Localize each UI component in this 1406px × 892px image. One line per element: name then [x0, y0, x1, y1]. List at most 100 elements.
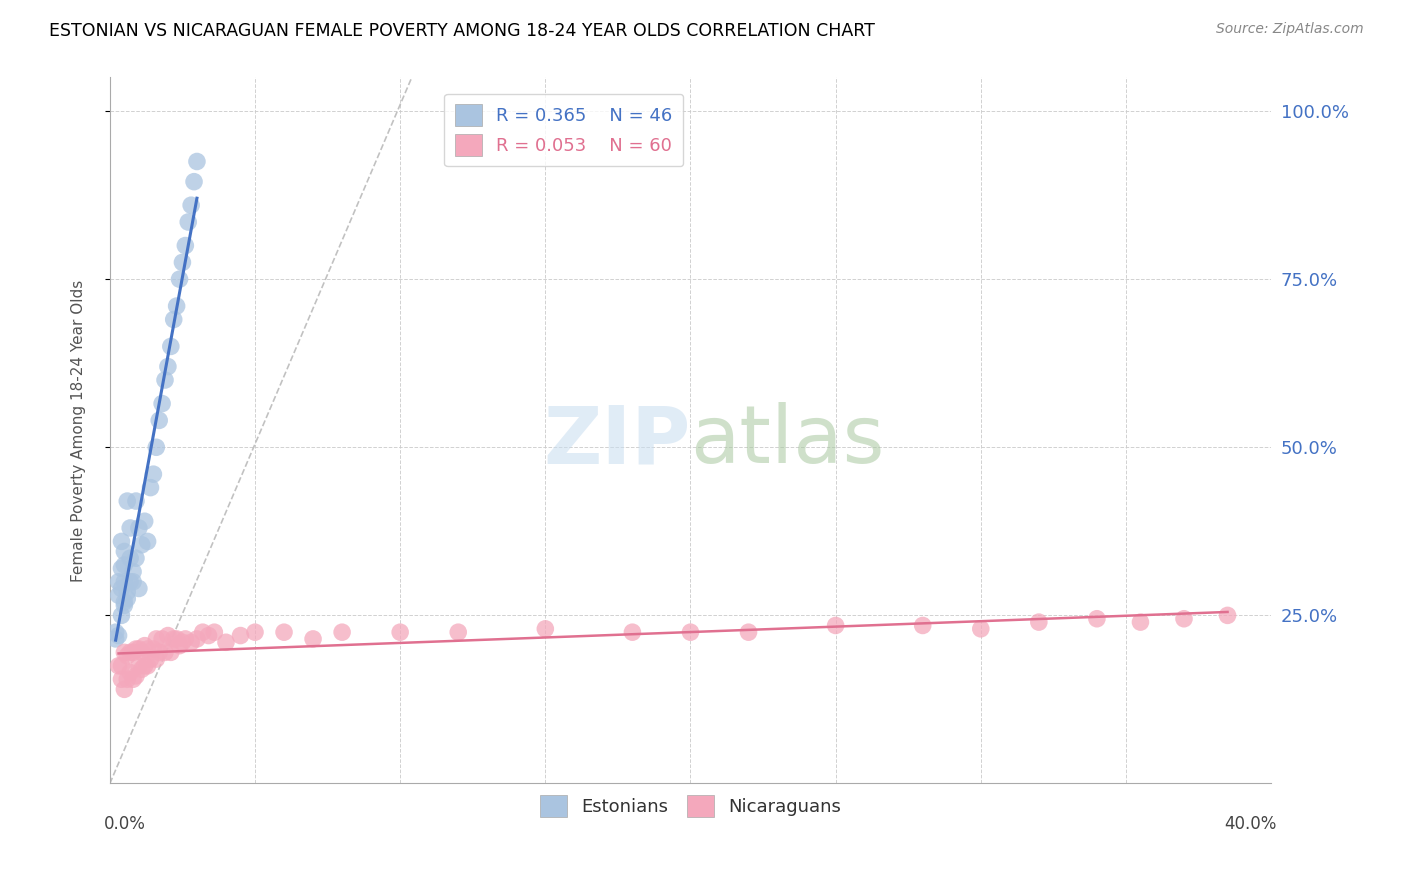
Point — [112, 599, 135, 613]
Point — [107, 629, 129, 643]
Point — [134, 514, 156, 528]
Point — [159, 339, 181, 353]
Point — [112, 595, 135, 609]
Point — [110, 658, 132, 673]
Text: ZIP: ZIP — [543, 402, 690, 480]
Point — [120, 574, 142, 589]
Point — [128, 521, 150, 535]
Point — [142, 467, 165, 482]
Point — [824, 618, 846, 632]
Point — [128, 642, 150, 657]
Point — [183, 175, 205, 189]
Y-axis label: Female Poverty Among 18-24 Year Olds: Female Poverty Among 18-24 Year Olds — [72, 279, 86, 582]
Point — [122, 645, 145, 659]
Point — [120, 645, 142, 659]
Point — [911, 618, 934, 632]
Point — [117, 591, 139, 606]
Point — [180, 198, 202, 212]
Point — [273, 625, 295, 640]
Point — [1129, 615, 1152, 629]
Point — [110, 582, 132, 596]
Point — [120, 521, 142, 535]
Point — [534, 622, 557, 636]
Point — [243, 625, 266, 640]
Point — [153, 645, 176, 659]
Point — [112, 558, 135, 572]
Point — [447, 625, 470, 640]
Point — [125, 494, 148, 508]
Point — [112, 645, 135, 659]
Point — [110, 561, 132, 575]
Point — [679, 625, 702, 640]
Point — [191, 625, 214, 640]
Point — [117, 673, 139, 687]
Point — [172, 255, 194, 269]
Point — [134, 658, 156, 673]
Point — [1028, 615, 1050, 629]
Point — [302, 632, 325, 646]
Point — [1173, 612, 1195, 626]
Point — [117, 494, 139, 508]
Point — [1216, 608, 1239, 623]
Text: ESTONIAN VS NICARAGUAN FEMALE POVERTY AMONG 18-24 YEAR OLDS CORRELATION CHART: ESTONIAN VS NICARAGUAN FEMALE POVERTY AM… — [49, 22, 875, 40]
Point — [107, 574, 129, 589]
Point — [120, 551, 142, 566]
Text: 0.0%: 0.0% — [104, 815, 146, 833]
Point — [136, 658, 159, 673]
Point — [131, 645, 153, 659]
Point — [169, 272, 191, 286]
Point — [186, 632, 208, 646]
Point — [125, 669, 148, 683]
Point — [202, 625, 225, 640]
Point — [107, 588, 129, 602]
Point — [229, 629, 252, 643]
Point — [174, 238, 197, 252]
Point — [174, 632, 197, 646]
Point — [145, 632, 167, 646]
Point — [112, 574, 135, 589]
Point — [107, 658, 129, 673]
Text: atlas: atlas — [690, 402, 884, 480]
Text: Source: ZipAtlas.com: Source: ZipAtlas.com — [1216, 22, 1364, 37]
Point — [159, 645, 181, 659]
Point — [156, 359, 179, 374]
Point — [128, 658, 150, 673]
Text: 40.0%: 40.0% — [1225, 815, 1277, 833]
Point — [163, 632, 186, 646]
Point — [134, 639, 156, 653]
Point — [110, 608, 132, 623]
Point — [122, 574, 145, 589]
Point — [166, 299, 188, 313]
Point — [150, 632, 173, 646]
Point — [112, 682, 135, 697]
Point — [621, 625, 644, 640]
Point — [131, 538, 153, 552]
Point — [117, 648, 139, 663]
Point — [104, 625, 127, 640]
Point — [148, 645, 170, 659]
Point — [163, 312, 186, 326]
Point — [737, 625, 759, 640]
Point — [145, 652, 167, 666]
Point — [110, 534, 132, 549]
Point — [120, 665, 142, 680]
Legend: Estonians, Nicaraguans: Estonians, Nicaraguans — [533, 788, 848, 824]
Point — [125, 642, 148, 657]
Point — [180, 635, 202, 649]
Point — [156, 629, 179, 643]
Point — [166, 632, 188, 646]
Point — [131, 662, 153, 676]
Point — [110, 673, 132, 687]
Point — [142, 642, 165, 657]
Point — [148, 413, 170, 427]
Point — [150, 396, 173, 410]
Point — [186, 154, 208, 169]
Point — [139, 652, 162, 666]
Point — [1085, 612, 1108, 626]
Point — [970, 622, 993, 636]
Point — [215, 635, 238, 649]
Point — [117, 585, 139, 599]
Point — [136, 642, 159, 657]
Point — [139, 481, 162, 495]
Point — [112, 544, 135, 558]
